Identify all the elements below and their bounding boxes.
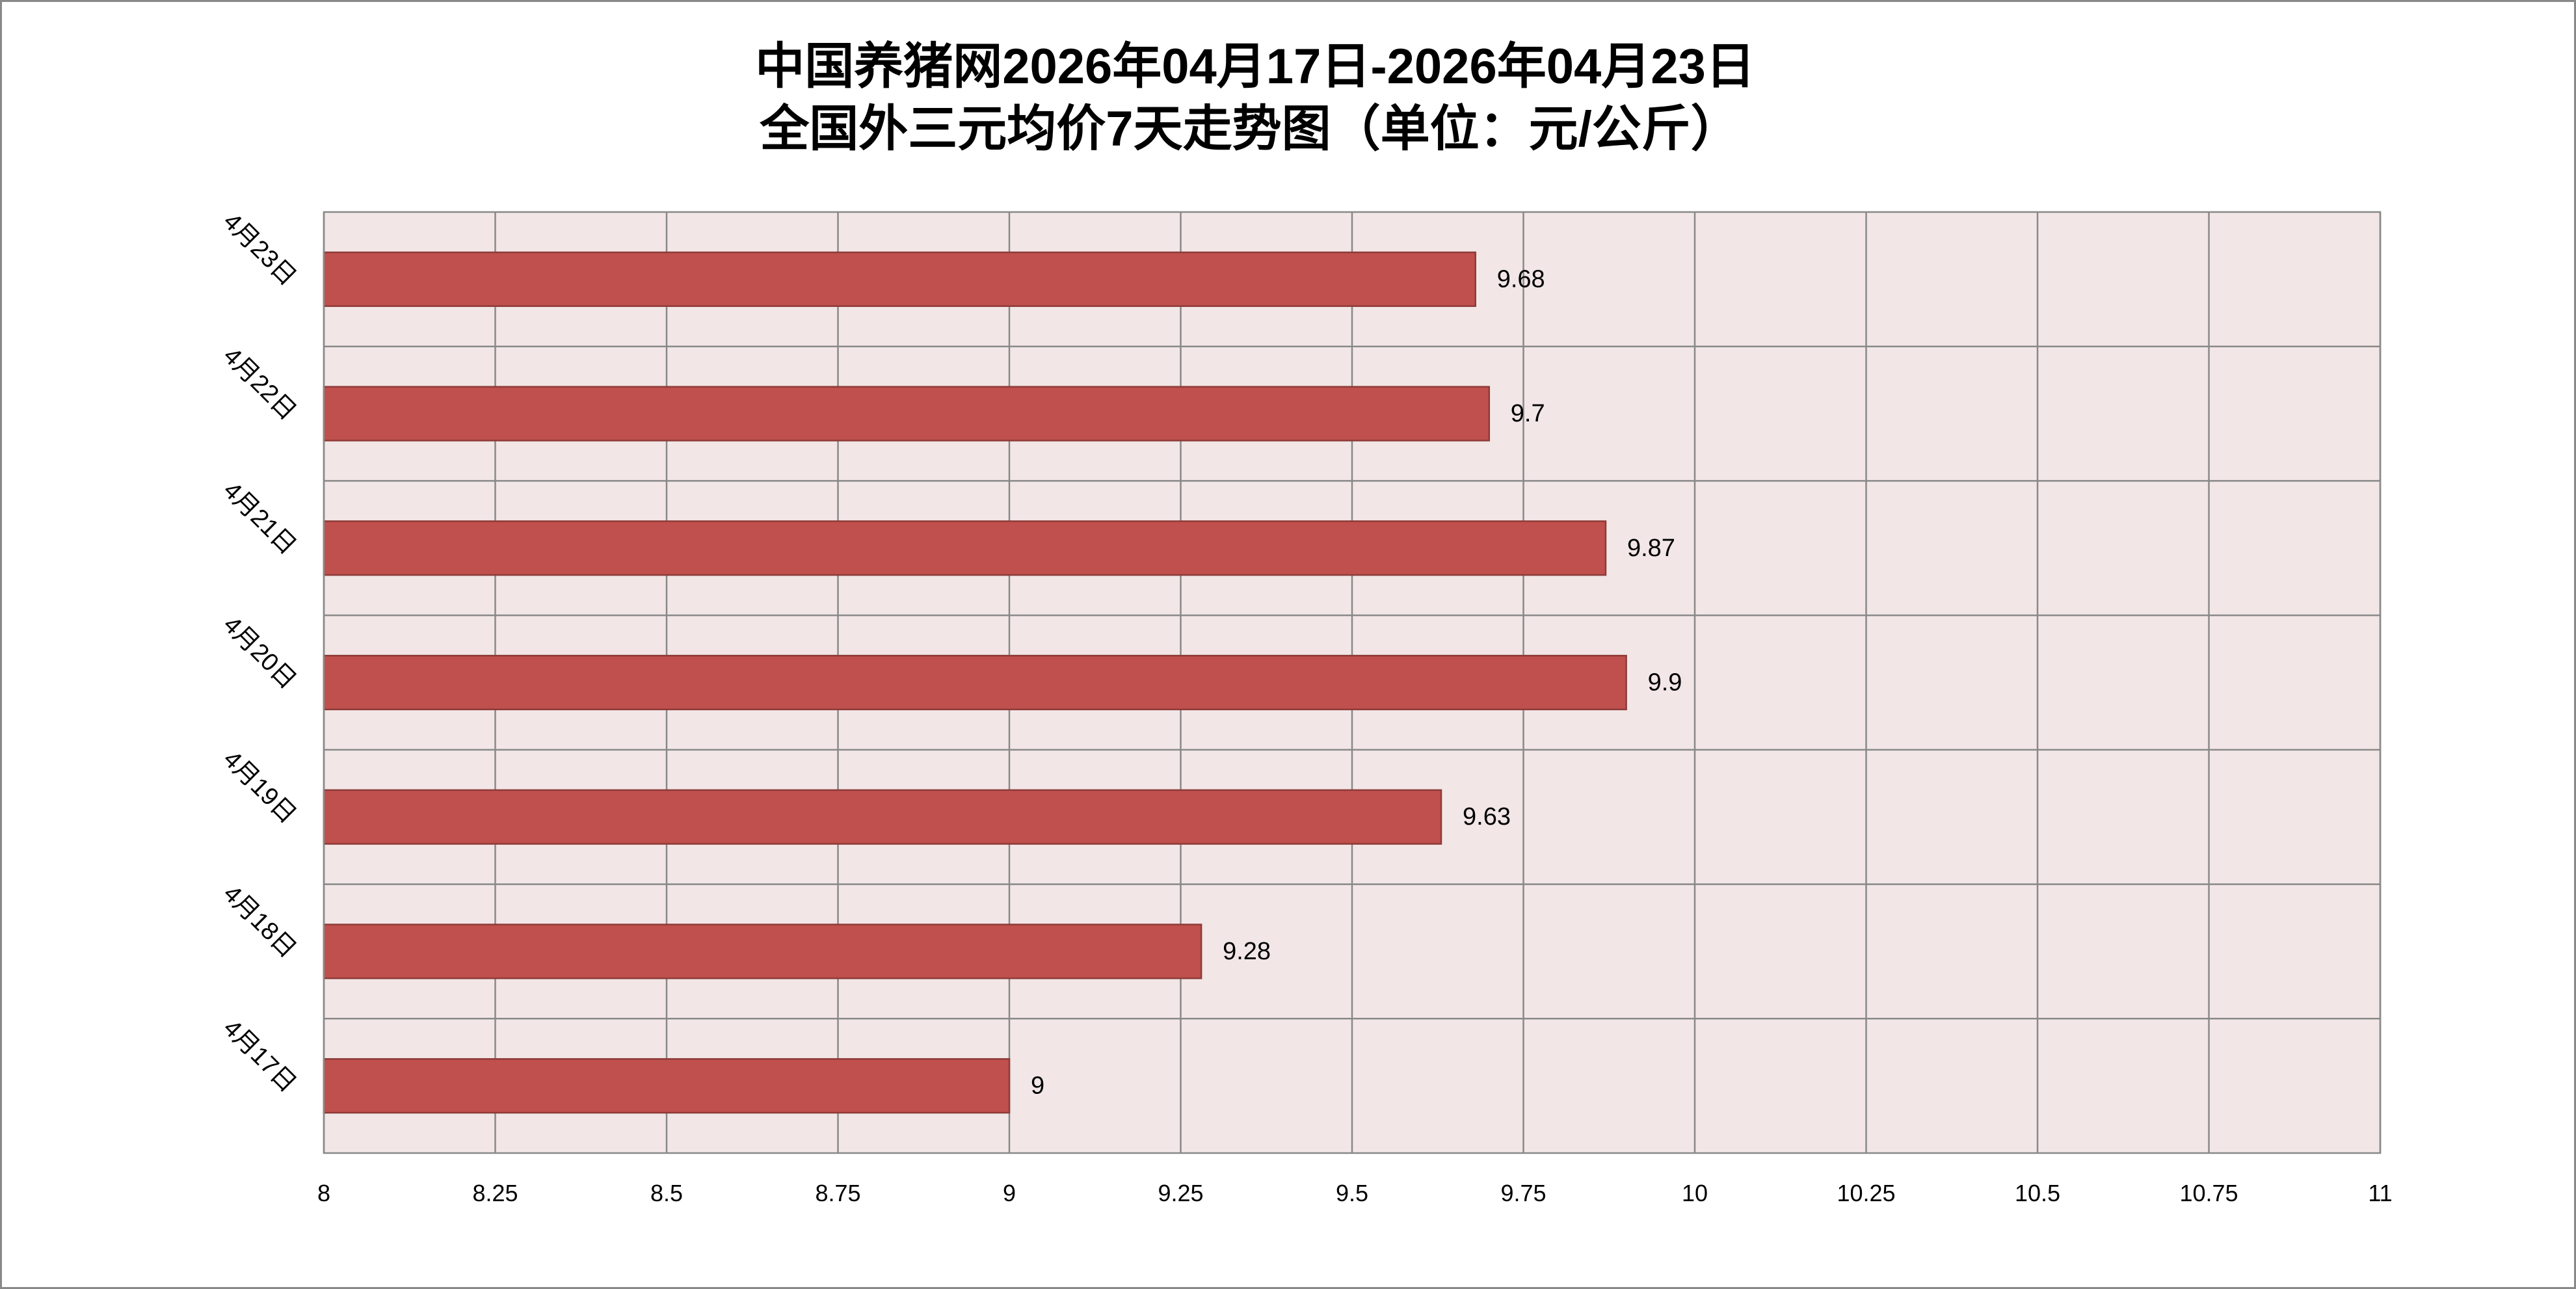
- bars: [323, 251, 1627, 1114]
- bar-0: [323, 1058, 1011, 1114]
- data-label-4: 9.87: [1627, 535, 1675, 562]
- data-label-0: 9: [1031, 1072, 1044, 1100]
- bar-1: [323, 924, 1202, 979]
- x-tick-label-4: 9: [1003, 1180, 1016, 1206]
- plot-area: 9 9.28 9.63 9.9 9.87 9.7 9.68: [323, 211, 2382, 1154]
- x-tick-label-9: 10.25: [1837, 1180, 1895, 1206]
- bar-2: [323, 789, 1442, 845]
- bar-3: [323, 654, 1627, 711]
- x-tick-label-6: 9.5: [1336, 1180, 1368, 1206]
- x-tick-label-12: 11: [2368, 1180, 2392, 1206]
- x-axis-tick-labels: 8 8.25 8.5 8.75 9 9.25 9.5 9.75 10 10.25 10.5 10.75…: [317, 1180, 2393, 1206]
- data-label-3: 9.9: [1648, 669, 1682, 697]
- data-label-5: 9.7: [1511, 400, 1545, 427]
- x-tick-label-8: 10: [1682, 1180, 1708, 1206]
- chart-title-line-1: 中国养猪网2026年04月17日-2026年04月23日: [755, 39, 1755, 94]
- data-label-6: 9.68: [1497, 265, 1545, 293]
- data-labels: 9 9.28 9.63 9.9 9.87 9.7 9.68: [1031, 265, 1682, 1099]
- x-tick-label-0: 8: [317, 1180, 330, 1206]
- x-tick-label-10: 10.5: [2015, 1180, 2060, 1206]
- x-tick-label-3: 8.75: [815, 1180, 860, 1206]
- data-label-2: 9.63: [1463, 803, 1511, 831]
- bar-5: [323, 386, 1491, 442]
- data-label-1: 9.28: [1223, 938, 1271, 965]
- x-tick-label-1: 8.25: [472, 1180, 518, 1206]
- x-tick-label-5: 9.25: [1158, 1180, 1203, 1206]
- bar-4: [323, 520, 1607, 576]
- x-tick-label-7: 9.75: [1500, 1180, 1546, 1206]
- x-tick-label-11: 10.75: [2179, 1180, 2238, 1206]
- bar-6: [323, 251, 1476, 307]
- x-tick-label-2: 8.5: [650, 1180, 683, 1206]
- plot-frame: [323, 211, 2382, 1154]
- chart-title-line-2: 全国外三元均价7天走势图（单位：元/公斤）: [759, 101, 1740, 157]
